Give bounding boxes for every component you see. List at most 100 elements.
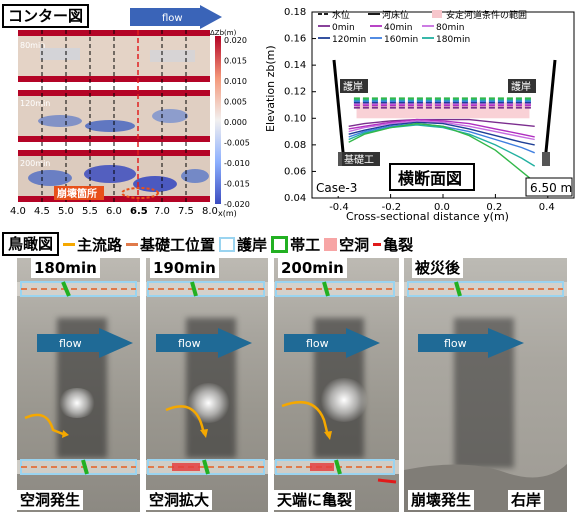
cross-section-chart: Elevation zb(m) Cross-sectional distance…	[264, 7, 575, 223]
photo-190min: flow 190min 空洞拡大	[146, 258, 268, 512]
cs-y-tick-label: 0.12	[284, 87, 306, 98]
legend-label: 河床位	[382, 9, 409, 21]
legend-swatch	[432, 10, 442, 18]
legend-label: 80min	[436, 23, 464, 33]
photo4-overlay	[404, 281, 567, 512]
colorbar-tick: 0.000	[224, 118, 247, 127]
photo4-caption-right-bank: 右岸	[508, 490, 545, 510]
contour-x-tick: 7.5	[178, 206, 194, 217]
panel-2-label: 120min	[20, 99, 50, 108]
right-revetment-label-box	[508, 79, 536, 93]
cs-y-tick-label: 0.16	[284, 34, 306, 45]
contour-x-tick: 5.0	[58, 206, 74, 217]
series-80min	[348, 120, 535, 141]
legend-label: 160min	[384, 35, 418, 45]
photo1-overlay	[20, 281, 137, 475]
revetment-swatch	[219, 236, 236, 252]
contour-x-tick: 4.0	[10, 206, 26, 217]
series-180min	[348, 124, 536, 167]
case-label: Case-3	[316, 181, 357, 195]
colorbar-tick: 0.005	[224, 98, 247, 107]
cs-xlabel: Cross-sectional distance y(m)	[346, 210, 509, 223]
left-revetment-wall	[332, 59, 346, 163]
photo-after-disaster: flow 被災後 崩壊発生 右岸	[404, 258, 567, 512]
contour-x-tick: 7.0	[154, 206, 170, 217]
colorbar	[215, 36, 221, 204]
collapse-label-box	[54, 186, 104, 200]
photo-180min: flow 180min 空洞発生	[17, 258, 140, 512]
photo1-caption: 空洞発生	[17, 490, 84, 510]
left-revetment-label: 護岸	[343, 80, 363, 93]
contour-x-unit: x(m)	[218, 209, 237, 218]
legend-foundation: 基礎工位置	[126, 234, 215, 255]
revetment-label: 護岸	[237, 235, 268, 254]
legend-label: 180min	[436, 35, 470, 45]
cs-y-tick-label: 0.14	[284, 60, 306, 71]
position-label-box	[525, 177, 573, 197]
collapse-marker	[121, 187, 159, 199]
photo4-flow-label: flow	[444, 337, 467, 350]
photo3-flow-arrow: flow	[284, 328, 380, 358]
cs-x-tick-label: -0.4	[329, 202, 349, 213]
photo4-caption: 崩壊発生	[408, 490, 475, 510]
cs-x-tick-label: -0.2	[382, 202, 402, 213]
legend-label: 0min	[332, 23, 355, 33]
cs-ticks: -0.4 -0.2 0.0 0.2 0.4 0.04 0.06 0.08 0.10 0.12 0.1…	[284, 7, 555, 213]
cs-y-tick-label: 0.06	[284, 166, 306, 177]
right-revetment-wall	[543, 59, 557, 163]
contour-x-ticks: 4.0 4.5 5.0 5.5 6.0 6.5 7.0 7.5 8.0	[10, 206, 218, 217]
legend-crack: 亀裂	[373, 234, 413, 255]
photo3-time: 200min	[278, 258, 347, 278]
legend-main-channel: 主流路	[63, 234, 122, 255]
cs-y-tick-label: 0.08	[284, 140, 306, 151]
foundation-label: 基礎工	[344, 153, 374, 166]
stable-range-band	[356, 102, 530, 119]
photo3-overlay	[275, 281, 397, 484]
photo1-flow-label: flow	[59, 337, 82, 350]
photo-200min: flow 200min 天端に亀裂	[274, 258, 399, 512]
foundation-swatch	[126, 242, 139, 246]
crack-swatch	[373, 242, 382, 246]
cs-x-tick-label: 0.0	[434, 202, 450, 213]
cs-x-tick-label: 0.4	[539, 202, 555, 213]
contour-gridlines	[41, 30, 187, 202]
cavity-label: 空洞	[339, 235, 370, 254]
cs-title-box	[389, 163, 475, 191]
photo1-time: 180min	[31, 258, 100, 278]
colorbar-tick: -0.015	[224, 180, 250, 189]
photo2-overlay	[147, 281, 265, 475]
colorbar-tick: -0.005	[224, 139, 250, 148]
cavity-swatch	[324, 237, 338, 251]
main-channel-swatch	[63, 242, 76, 246]
series-200min	[348, 122, 536, 183]
crack-label: 亀裂	[383, 235, 414, 254]
colorbar-ticks: 0.020 0.015 0.010 0.005 0.000 -0.005 -0.010 -0.…	[224, 36, 250, 209]
panel-1-label: 80min	[20, 41, 45, 50]
cs-ylabel: Elevation zb(m)	[264, 45, 277, 132]
photo2-flow-label: flow	[178, 337, 201, 350]
band-swatch	[271, 235, 289, 253]
cs-legend: 水位 河床位 安定河道条件の範囲 0min 40min 80min 120min 160min…	[318, 9, 527, 45]
aerial-title: 鳥瞰図	[2, 232, 60, 256]
photo4-flow-arrow: flow	[418, 328, 524, 358]
contour-x-tick: 6.0	[106, 206, 122, 217]
series-40min	[348, 118, 535, 138]
cs-x-tick-label: 0.2	[486, 202, 502, 213]
foundation-label-box	[342, 152, 380, 166]
legend-label: 水位	[332, 9, 350, 21]
series-120min	[348, 121, 535, 146]
contour-x-tick: 6.5	[130, 206, 148, 217]
series-0min	[348, 118, 535, 127]
cs-series	[348, 118, 536, 183]
left-revetment-label-box	[340, 79, 368, 93]
legend-revetment: 護岸	[219, 234, 267, 255]
contour-x-tick: 8.0	[202, 206, 218, 217]
cs-y-tick-label: 0.04	[284, 193, 306, 204]
right-revetment-label: 護岸	[511, 80, 531, 93]
colorbar-tick: 0.015	[224, 57, 247, 66]
contour-flow-label: flow	[162, 13, 183, 24]
colorbar-tick: -0.010	[224, 159, 250, 168]
foundation-position-label: 基礎工位置	[140, 235, 216, 254]
contour-x-tick: 4.5	[34, 206, 50, 217]
legend-label: 安定河道条件の範囲	[446, 9, 527, 21]
